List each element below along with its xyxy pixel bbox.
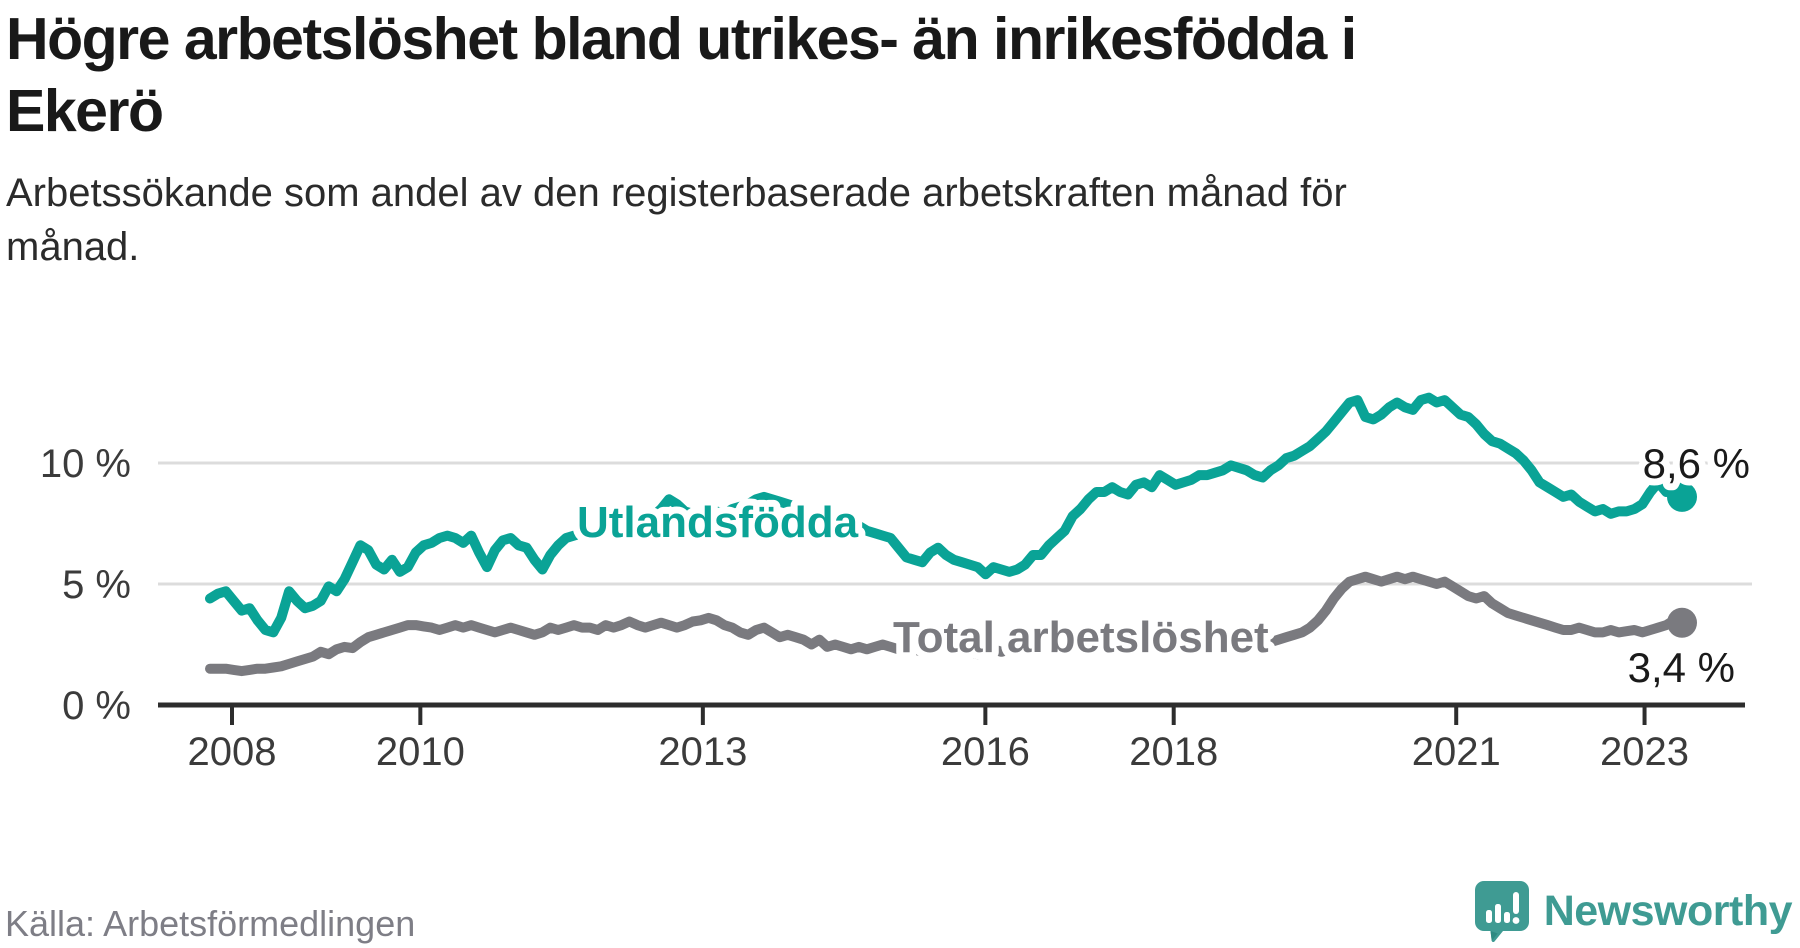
series-line-total <box>205 571 1687 677</box>
y-axis-label-10: 10 % <box>40 442 131 486</box>
page-title: Högre arbetslöshet bland utrikes- än inr… <box>6 4 1746 148</box>
title-line-2: Ekerö <box>6 77 164 144</box>
subtitle-line-2: månad. <box>6 225 140 269</box>
x-axis-label-2023: 2023 <box>1600 730 1689 774</box>
source-note: Källa: Arbetsförmedlingen <box>5 903 416 944</box>
x-axis-label-2021: 2021 <box>1412 730 1501 774</box>
x-axis-label-2013: 2013 <box>658 730 747 774</box>
end-value-label-utlandsfodda: 8,6 % <box>1643 440 1750 487</box>
x-axis-label-2008: 2008 <box>188 730 277 774</box>
title-line-1: Högre arbetslöshet bland utrikes- än inr… <box>6 6 1357 72</box>
subtitle-line-1: Arbetssökande som andel av den registerb… <box>6 171 1347 215</box>
end-dot-total <box>1667 607 1697 638</box>
newsworthy-bubble-icon <box>1474 881 1529 942</box>
y-axis-label-5: 5 % <box>62 563 131 607</box>
end-value-label-total: 3,4 % <box>1628 644 1735 691</box>
x-axis-label-2018: 2018 <box>1129 730 1218 774</box>
series-label-utlandsfodda: Utlandsfödda <box>577 498 859 547</box>
newsworthy-logo: Newsworthy <box>1474 880 1793 942</box>
y-axis-label-0: 0 % <box>62 684 131 728</box>
page-subtitle: Arbetssökande som andel av den registerb… <box>6 166 1506 274</box>
end-dot-utlandsfodda <box>1667 481 1697 512</box>
x-axis-label-2016: 2016 <box>941 730 1030 774</box>
newsworthy-logo-text: Newsworthy <box>1543 886 1793 935</box>
series-line-utlandsfodda <box>205 392 1687 638</box>
x-axis-label-2010: 2010 <box>376 730 465 774</box>
series-label-total: Total arbetslöshet <box>893 613 1269 662</box>
